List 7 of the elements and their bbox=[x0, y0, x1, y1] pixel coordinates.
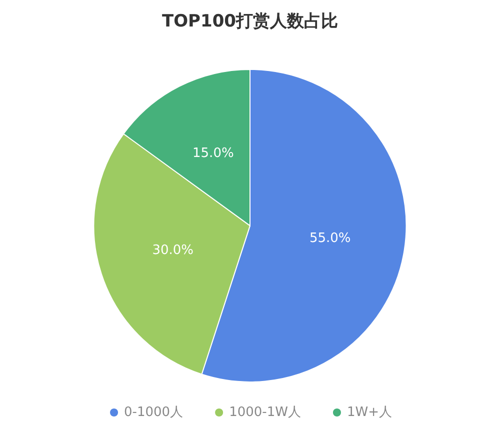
data-label: 30.0% bbox=[152, 243, 194, 258]
legend-label: 0-1000人 bbox=[124, 405, 184, 420]
chart-title: TOP100打赏人数占比 bbox=[162, 12, 338, 32]
data-label: 55.0% bbox=[309, 230, 351, 246]
legend-label: 1000-1W人 bbox=[229, 405, 301, 420]
data-label: 15.0% bbox=[192, 146, 234, 161]
legend-label: 1W+人 bbox=[346, 405, 392, 420]
